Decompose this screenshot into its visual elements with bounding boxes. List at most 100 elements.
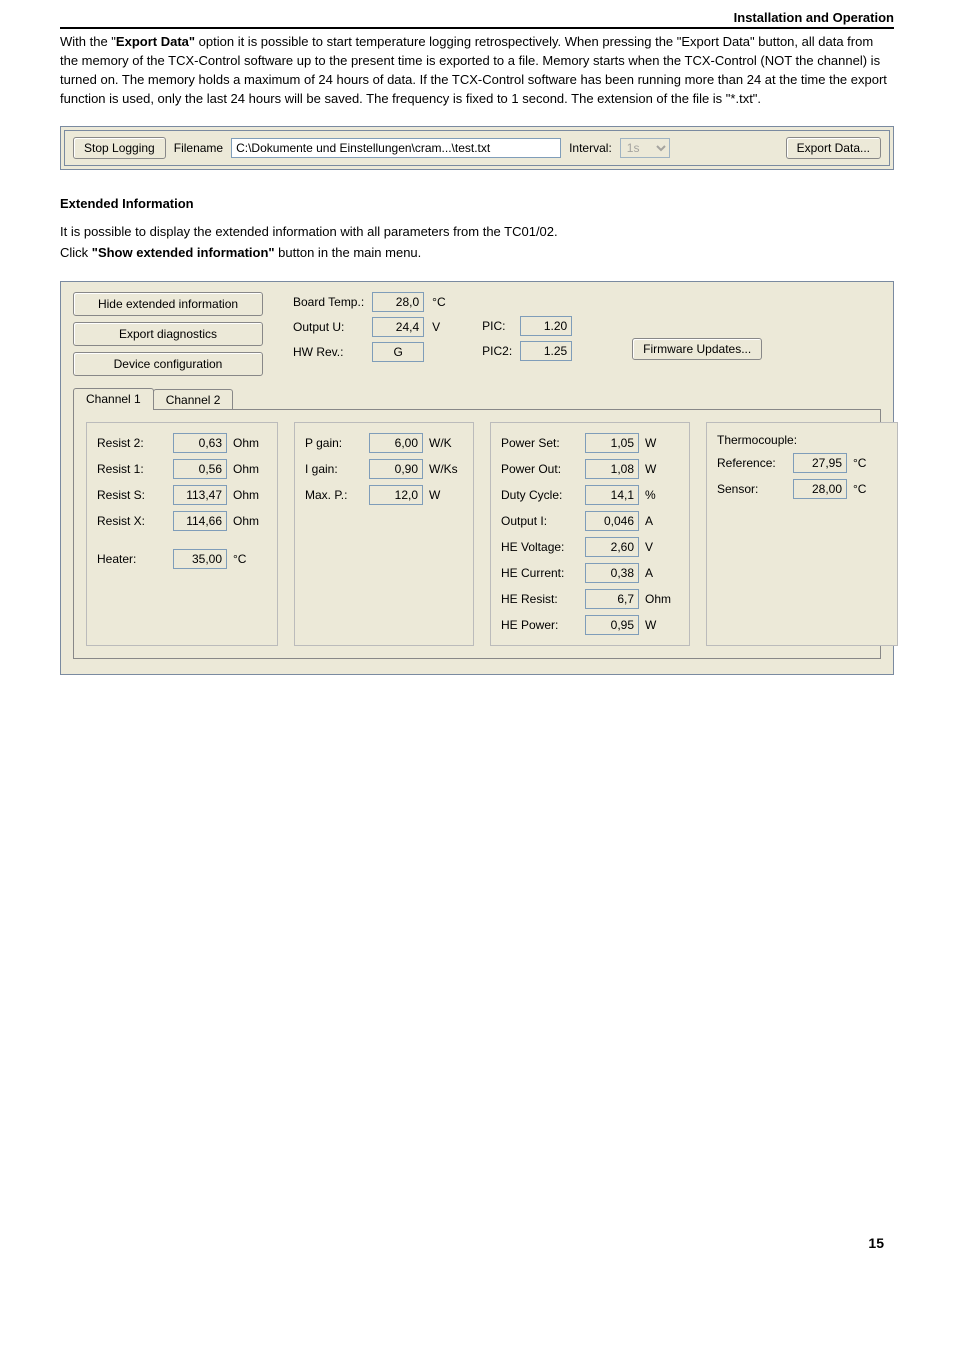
thermocouple-label: Thermocouple: — [717, 433, 797, 447]
pic-grid: PIC: PIC2: — [482, 316, 572, 361]
interval-label: Interval: — [569, 141, 612, 155]
resists-value — [173, 485, 227, 505]
heater-label: Heater: — [97, 552, 167, 566]
powerset-value — [585, 433, 639, 453]
device-configuration-button[interactable]: Device configuration — [73, 352, 263, 376]
channel-tabs: Channel 1 Channel 2 — [73, 388, 881, 410]
maxp-value — [369, 485, 423, 505]
powerout-unit: W — [645, 462, 679, 476]
thermocouple-group: Thermocouple: Reference: °C Sensor: °C — [706, 422, 898, 646]
maxp-unit: W — [429, 488, 463, 502]
dutycycle-unit: % — [645, 488, 679, 502]
gain-group: P gain: W/K I gain: W/Ks Max. P.: W — [294, 422, 474, 646]
extended-info-panel: Hide extended information Export diagnos… — [60, 281, 894, 675]
resists-unit: Ohm — [233, 488, 267, 502]
tab-channel-2[interactable]: Channel 2 — [153, 389, 234, 410]
hevoltage-value — [585, 537, 639, 557]
hw-rev-label: HW Rev.: — [293, 345, 364, 359]
resist1-value — [173, 459, 227, 479]
resist1-unit: Ohm — [233, 462, 267, 476]
board-temp-label: Board Temp.: — [293, 295, 364, 309]
maxp-label: Max. P.: — [305, 488, 363, 502]
header-divider — [60, 27, 894, 29]
heresist-value — [585, 589, 639, 609]
filename-label: Filename — [174, 141, 223, 155]
board-temp-unit: °C — [432, 295, 452, 309]
heater-unit: °C — [233, 552, 267, 566]
resist-group: Resist 2: Ohm Resist 1: Ohm Resist S: Ohm R… — [86, 422, 278, 646]
outputi-label: Output I: — [501, 514, 579, 528]
pgain-label: P gain: — [305, 436, 363, 450]
logging-panel-inner: Stop Logging Filename Interval: 1s Expor… — [64, 130, 890, 166]
board-temp-value — [372, 292, 424, 312]
show-extended-bold: "Show extended information" — [92, 245, 275, 260]
intro-bold: Export Data" — [116, 34, 195, 49]
powerset-label: Power Set: — [501, 436, 579, 450]
pic2-label: PIC2: — [482, 344, 512, 358]
igain-unit: W/Ks — [429, 462, 463, 476]
igain-label: I gain: — [305, 462, 363, 476]
resist2-value — [173, 433, 227, 453]
output-u-value — [372, 317, 424, 337]
stop-logging-button[interactable]: Stop Logging — [73, 137, 166, 159]
hw-rev-value — [372, 342, 424, 362]
interval-select: 1s — [620, 138, 670, 158]
hide-extended-button[interactable]: Hide extended information — [73, 292, 263, 316]
output-u-label: Output U: — [293, 320, 364, 334]
tab-body: Resist 2: Ohm Resist 1: Ohm Resist S: Ohm R… — [73, 409, 881, 659]
outputi-unit: A — [645, 514, 679, 528]
hepower-label: HE Power: — [501, 618, 579, 632]
heresist-label: HE Resist: — [501, 592, 579, 606]
export-diagnostics-button[interactable]: Export diagnostics — [73, 322, 263, 346]
click-label: Click — [60, 245, 92, 260]
export-data-button[interactable]: Export Data... — [786, 137, 881, 159]
resist2-label: Resist 2: — [97, 436, 167, 450]
board-values-grid: Board Temp.: °C Output U: V HW Rev.: — [293, 292, 452, 362]
pic-label: PIC: — [482, 319, 512, 333]
pgain-unit: W/K — [429, 436, 463, 450]
resistx-value — [173, 511, 227, 531]
page-header: Installation and Operation — [60, 0, 894, 27]
sensor-value — [793, 479, 847, 499]
filename-input[interactable] — [231, 138, 561, 158]
hepower-value — [585, 615, 639, 635]
pic2-value — [520, 341, 572, 361]
outputi-value — [585, 511, 639, 531]
reference-unit: °C — [853, 456, 887, 470]
output-u-unit: V — [432, 320, 452, 334]
intro-paragraph: With the "Export Data" option it is poss… — [60, 33, 894, 108]
click-after: button in the main menu. — [275, 245, 422, 260]
sensor-label: Sensor: — [717, 482, 787, 496]
logging-panel: Stop Logging Filename Interval: 1s Expor… — [60, 126, 894, 170]
dutycycle-label: Duty Cycle: — [501, 488, 579, 502]
pic-value — [520, 316, 572, 336]
sensor-unit: °C — [853, 482, 887, 496]
extended-info-line2: Click "Show extended information" button… — [60, 244, 894, 263]
hepower-unit: W — [645, 618, 679, 632]
hecurrent-unit: A — [645, 566, 679, 580]
resists-label: Resist S: — [97, 488, 167, 502]
igain-value — [369, 459, 423, 479]
power-group: Power Set: W Power Out: W Duty Cycle:% Out… — [490, 422, 690, 646]
powerout-label: Power Out: — [501, 462, 579, 476]
dutycycle-value — [585, 485, 639, 505]
extended-info-heading: Extended Information — [60, 196, 894, 211]
tab-channel-1[interactable]: Channel 1 — [73, 388, 154, 410]
resist1-label: Resist 1: — [97, 462, 167, 476]
resistx-label: Resist X: — [97, 514, 167, 528]
intro-before: With the " — [60, 34, 116, 49]
powerset-unit: W — [645, 436, 679, 450]
pgain-value — [369, 433, 423, 453]
heater-value — [173, 549, 227, 569]
powerout-value — [585, 459, 639, 479]
hecurrent-label: HE Current: — [501, 566, 579, 580]
reference-value — [793, 453, 847, 473]
hevoltage-label: HE Voltage: — [501, 540, 579, 554]
page-number: 15 — [60, 1235, 894, 1251]
reference-label: Reference: — [717, 456, 787, 470]
hevoltage-unit: V — [645, 540, 679, 554]
heresist-unit: Ohm — [645, 592, 679, 606]
hecurrent-value — [585, 563, 639, 583]
firmware-updates-button[interactable]: Firmware Updates... — [632, 338, 762, 360]
resistx-unit: Ohm — [233, 514, 267, 528]
